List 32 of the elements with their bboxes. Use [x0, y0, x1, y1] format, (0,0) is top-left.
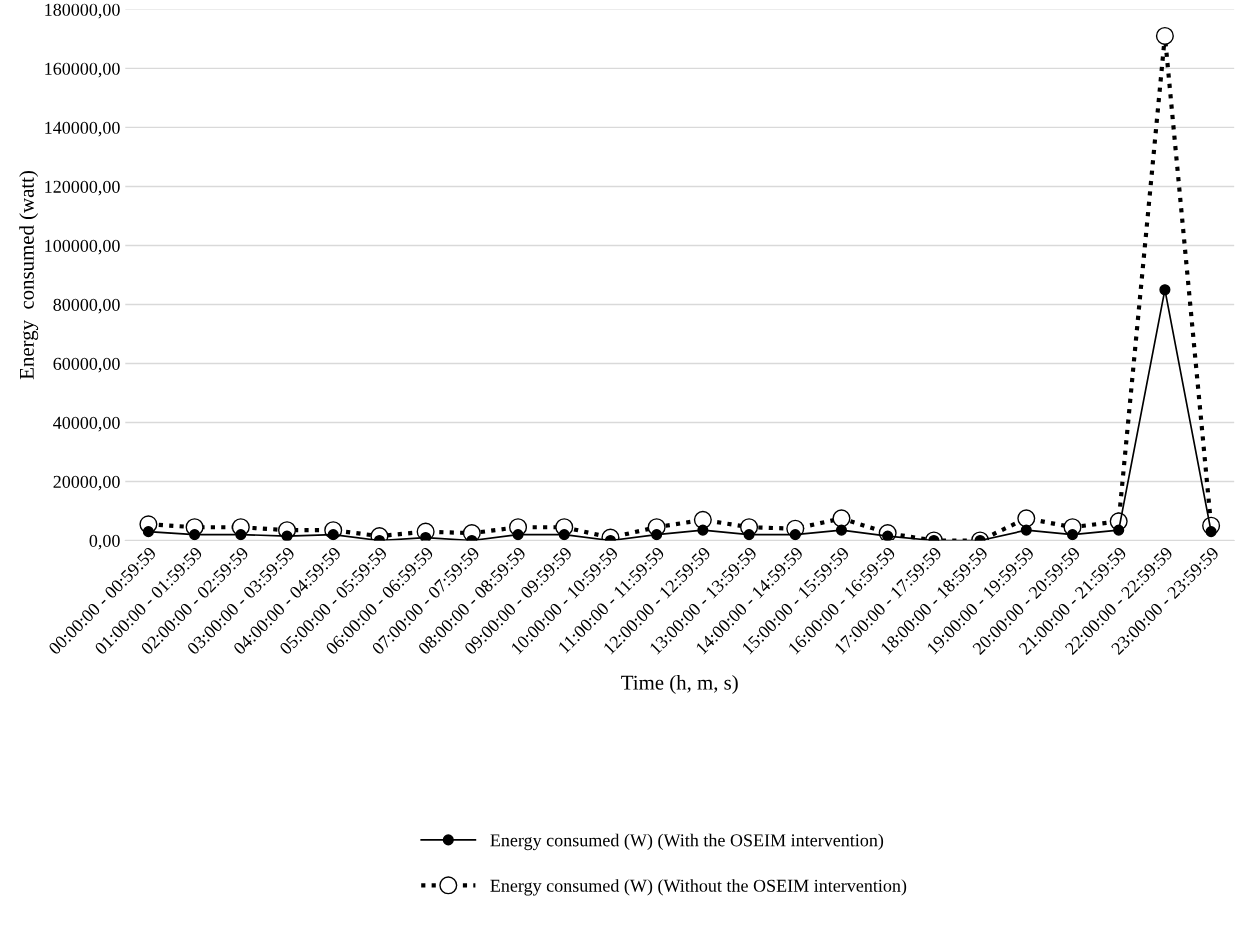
- point: [1066, 529, 1079, 541]
- point: [832, 509, 851, 528]
- legend-label: Energy consumed (W) (Without the OSEIM intervention): [490, 879, 907, 896]
- point: [1159, 284, 1171, 296]
- point: [651, 529, 663, 541]
- point: [789, 529, 801, 541]
- y-tick-label: 180000,00: [45, 3, 120, 19]
- y-tick-label: 0,00: [89, 534, 120, 550]
- y-tick-label: 80000,00: [53, 298, 120, 314]
- point: [835, 524, 848, 536]
- point: [743, 529, 755, 541]
- point: [235, 529, 247, 541]
- legend-label: Energy consumed (W) (With the OSEIM intervention): [490, 833, 884, 851]
- point: [1113, 524, 1125, 536]
- x-axis-title: Time (h, m, s): [621, 675, 738, 694]
- y-tick-label: 120000,00: [45, 180, 120, 196]
- point: [558, 529, 570, 541]
- y-axis-title: Energy consumed (watt): [19, 171, 39, 380]
- point: [1020, 524, 1032, 536]
- point: [512, 529, 524, 541]
- y-tick-label: 20000,00: [53, 475, 120, 491]
- point: [1155, 26, 1174, 45]
- y-tick-label: 100000,00: [45, 239, 120, 255]
- y-tick-label: 60000,00: [53, 357, 120, 373]
- y-tick-label: 140000,00: [45, 121, 120, 137]
- point: [189, 529, 201, 541]
- point: [1017, 509, 1036, 528]
- y-tick-label: 40000,00: [53, 416, 120, 432]
- y-tick-label: 160000,00: [45, 62, 120, 78]
- point: [142, 526, 154, 538]
- point: [697, 524, 709, 536]
- point: [1205, 526, 1217, 538]
